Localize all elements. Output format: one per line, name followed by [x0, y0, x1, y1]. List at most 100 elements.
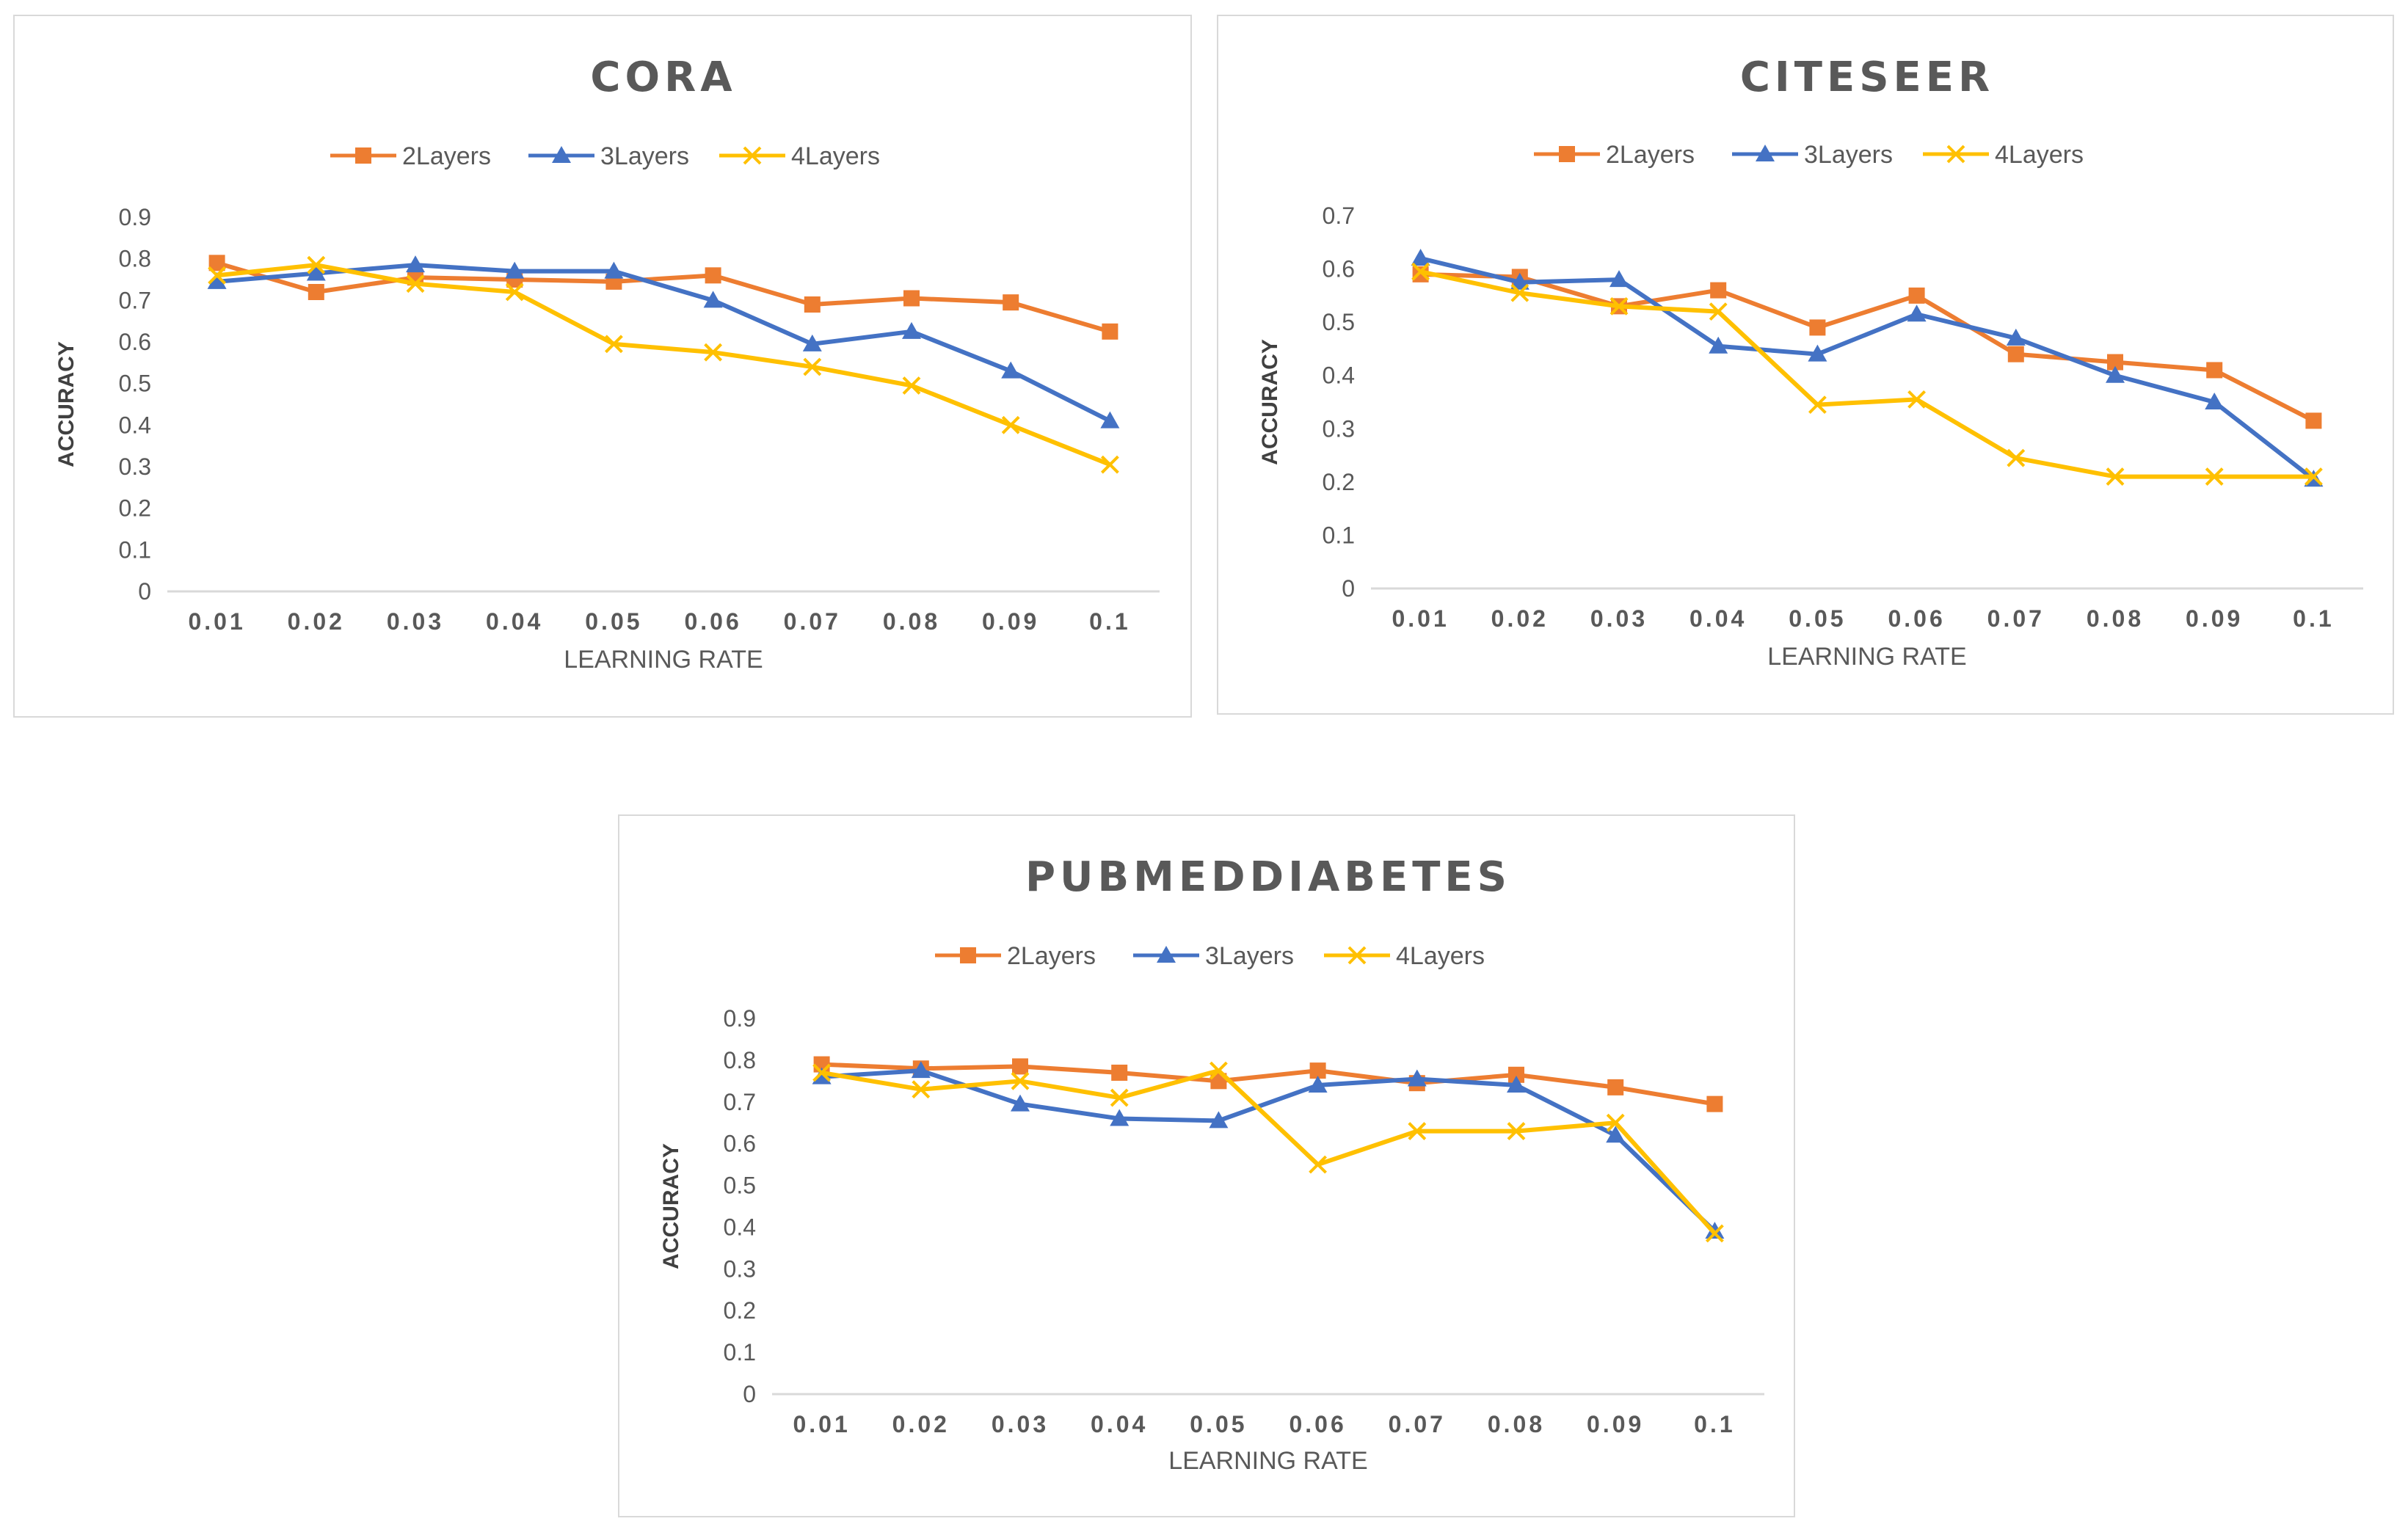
- data-point-2layers: [2007, 346, 2024, 362]
- data-point-4layers: [604, 335, 623, 354]
- data-point-3layers: [1907, 305, 1927, 322]
- y-tick-label: 0.9: [119, 204, 151, 230]
- y-tick-label: 0.3: [119, 453, 151, 480]
- data-point-2layers: [705, 267, 721, 284]
- y-tick-label: 0.4: [119, 412, 151, 438]
- data-point-2layers: [1012, 1058, 1028, 1075]
- legend-item-3layers: 3Layers: [528, 142, 689, 170]
- y-tick-label: 0.3: [1323, 415, 1355, 442]
- chart-title: PUBMEDDIABETES: [1025, 853, 1511, 901]
- x-tick-label: 0.02: [892, 1411, 950, 1437]
- series-line-4layers: [1418, 269, 2316, 479]
- series-2layers: [1412, 266, 2322, 429]
- legend-item-4layers: 4Layers: [719, 142, 880, 170]
- legend-marker-2layers: [1559, 146, 1575, 162]
- legend-label: 3Layers: [600, 142, 689, 170]
- legend-item-3layers: 3Layers: [1732, 141, 1893, 169]
- y-tick-label: 0: [743, 1381, 756, 1407]
- x-tick-label: 0.04: [1689, 605, 1747, 632]
- data-point-3layers: [1510, 272, 1529, 290]
- y-tick-label: 0.7: [1323, 203, 1355, 229]
- data-point-3layers: [911, 1061, 931, 1079]
- y-tick-label: 0.2: [119, 495, 151, 522]
- data-point-4layers: [704, 343, 723, 362]
- y-tick-label: 0.7: [119, 287, 151, 313]
- chart-panel-pubmeddiabetes: PUBMEDDIABETES 2Layers 3Layers 4Layers 0 0.1 0…: [618, 814, 1795, 1517]
- legend-marker-2layers: [355, 147, 371, 164]
- y-tick-label: 0.1: [1323, 522, 1355, 548]
- legend-label: 2Layers: [1007, 942, 1096, 970]
- data-point-2layers: [1710, 282, 1727, 299]
- data-point-3layers: [1308, 1076, 1328, 1093]
- data-point-4layers: [2205, 467, 2224, 486]
- data-point-3layers: [1411, 249, 1430, 266]
- y-tick-label: 0.5: [119, 371, 151, 397]
- data-point-2layers: [208, 255, 225, 271]
- data-point-4layers: [1100, 455, 1119, 474]
- y-tick-label: 0.5: [724, 1173, 756, 1199]
- y-tick-label: 0.2: [724, 1297, 756, 1324]
- data-point-4layers: [1309, 1155, 1328, 1174]
- x-tick-label: 0.07: [1987, 605, 2045, 632]
- y-tick-label: 0.4: [1323, 362, 1355, 389]
- data-point-3layers: [1709, 336, 1728, 354]
- y-tick-label: 0.9: [724, 1005, 756, 1032]
- series-line-4layers: [214, 263, 1113, 467]
- y-tick-label: 0.5: [1323, 309, 1355, 335]
- chart-cora: CORA 2Layers 3Layers 4Layers 0 0.1 0.2 0.3 0.4 0.…: [54, 54, 1160, 674]
- chart-pubmeddiabetes: PUBMEDDIABETES 2Layers 3Layers 4Layers 0 0.1 0…: [659, 853, 1764, 1475]
- x-axis-title: LEARNING RATE: [1767, 643, 1966, 671]
- y-tick-label: 0.6: [1323, 256, 1355, 282]
- data-point-3layers: [1100, 411, 1120, 429]
- x-axis-title: LEARNING RATE: [564, 646, 763, 674]
- series-line-2layers: [1418, 271, 2316, 423]
- data-point-4layers: [902, 376, 921, 395]
- x-tick-label: 0.05: [585, 608, 642, 635]
- data-point-4layers: [1110, 1088, 1129, 1107]
- data-point-4layers: [1907, 390, 1927, 409]
- data-point-3layers: [802, 334, 822, 351]
- data-point-2layers: [1309, 1062, 1326, 1079]
- data-point-4layers: [1606, 1113, 1625, 1132]
- series-line-2layers: [819, 1062, 1717, 1106]
- x-tick-label: 0.03: [1590, 605, 1648, 632]
- data-point-4layers: [2304, 467, 2323, 486]
- data-point-3layers: [604, 261, 624, 279]
- data-point-4layers: [2007, 448, 2026, 467]
- data-point-3layers: [1507, 1076, 1526, 1093]
- legend-label: 3Layers: [1804, 141, 1893, 169]
- y-tick-label: 0.2: [1323, 469, 1355, 495]
- series-line-4layers: [819, 1068, 1717, 1236]
- data-point-4layers: [505, 282, 524, 302]
- data-point-3layers: [306, 263, 326, 281]
- y-tick-label: 0.3: [724, 1255, 756, 1282]
- chart-title: CITESEER: [1740, 54, 1994, 101]
- data-point-4layers: [208, 266, 227, 285]
- data-point-4layers: [812, 1063, 832, 1082]
- legend-item-4layers: 4Layers: [1324, 942, 1485, 970]
- data-point-3layers: [2205, 393, 2225, 409]
- x-tick-label: 0.06: [684, 608, 741, 635]
- x-tick-label: 0.06: [1289, 1411, 1346, 1437]
- x-tick-label: 0.08: [2087, 605, 2144, 632]
- y-tick-label: 0.1: [119, 536, 151, 563]
- legend-label: 2Layers: [1606, 141, 1695, 169]
- legend-marker-4layers: [1347, 946, 1367, 965]
- data-point-3layers: [812, 1067, 832, 1084]
- data-point-3layers: [1407, 1069, 1427, 1087]
- legend-marker-3layers: [1157, 946, 1176, 963]
- data-point-4layers: [406, 274, 425, 293]
- legend-label: 4Layers: [791, 142, 880, 170]
- chart-citeseer: CITESEER 2Layers 3Layers 4Layers 0 0.1 0.2 0.3 0…: [1258, 54, 2363, 671]
- x-tick-label: 0.05: [1190, 1411, 1247, 1437]
- y-tick-label: 0.7: [724, 1089, 756, 1115]
- x-tick-label: 0.09: [1587, 1411, 1644, 1437]
- data-point-3layers: [2006, 328, 2026, 346]
- data-point-2layers: [308, 284, 324, 300]
- x-tick-label: 0.09: [982, 608, 1039, 635]
- series-2layers: [208, 255, 1118, 340]
- x-tick-label: 0.09: [2186, 605, 2243, 632]
- x-tick-label: 0.07: [1389, 1411, 1446, 1437]
- x-tick-label: 0.1: [1089, 608, 1130, 635]
- data-point-3layers: [1001, 361, 1021, 379]
